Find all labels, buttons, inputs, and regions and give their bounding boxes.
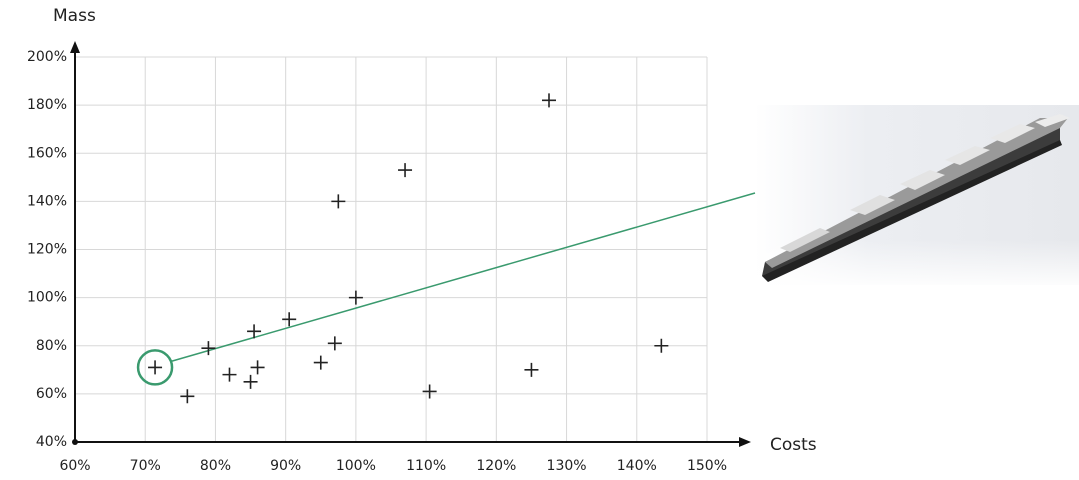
data-point xyxy=(251,360,265,374)
y-tick-label: 80% xyxy=(36,338,67,354)
data-point xyxy=(314,356,328,370)
data-point xyxy=(222,368,236,382)
x-tick-label: 120% xyxy=(476,458,516,474)
y-tick-label: 120% xyxy=(27,242,67,258)
axis-origin xyxy=(72,439,78,445)
data-point xyxy=(423,384,437,398)
data-point xyxy=(201,341,215,355)
y-tick-label: 60% xyxy=(36,386,67,402)
x-tick-label: 90% xyxy=(270,458,301,474)
y-axis-title: Mass xyxy=(53,6,96,26)
data-point xyxy=(654,339,668,353)
data-point xyxy=(349,291,363,305)
y-tick-label: 180% xyxy=(27,97,67,113)
x-axis-title: Costs xyxy=(770,435,817,455)
x-tick-label: 80% xyxy=(200,458,231,474)
x-axis-arrow xyxy=(739,437,751,447)
y-tick-label: 100% xyxy=(27,290,67,306)
x-tick-label: 140% xyxy=(617,458,657,474)
data-point xyxy=(328,336,342,350)
chart: Mass Costs 40% 60% 80% 100% 120% 140% 160% 180%… xyxy=(0,0,1079,476)
data-point xyxy=(524,363,538,377)
y-tick-label: 140% xyxy=(27,193,67,209)
x-tick-label: 60% xyxy=(59,458,90,474)
x-tick-label: 70% xyxy=(130,458,161,474)
x-tick-label: 150% xyxy=(687,458,727,474)
y-axis-arrow xyxy=(70,41,80,53)
grid xyxy=(75,57,707,442)
data-point xyxy=(282,312,296,326)
x-tick-label: 130% xyxy=(547,458,587,474)
data-point xyxy=(244,375,258,389)
x-tick-label: 110% xyxy=(406,458,446,474)
y-tick-label: 160% xyxy=(27,145,67,161)
data-point xyxy=(398,163,412,177)
data-point xyxy=(148,360,162,374)
part-image xyxy=(755,105,1079,285)
data-point xyxy=(331,194,345,208)
data-point xyxy=(180,389,194,403)
y-tick-label: 40% xyxy=(36,434,67,450)
x-tick-label: 100% xyxy=(336,458,376,474)
highlight-connector xyxy=(171,193,755,361)
y-tick-label: 200% xyxy=(27,49,67,65)
